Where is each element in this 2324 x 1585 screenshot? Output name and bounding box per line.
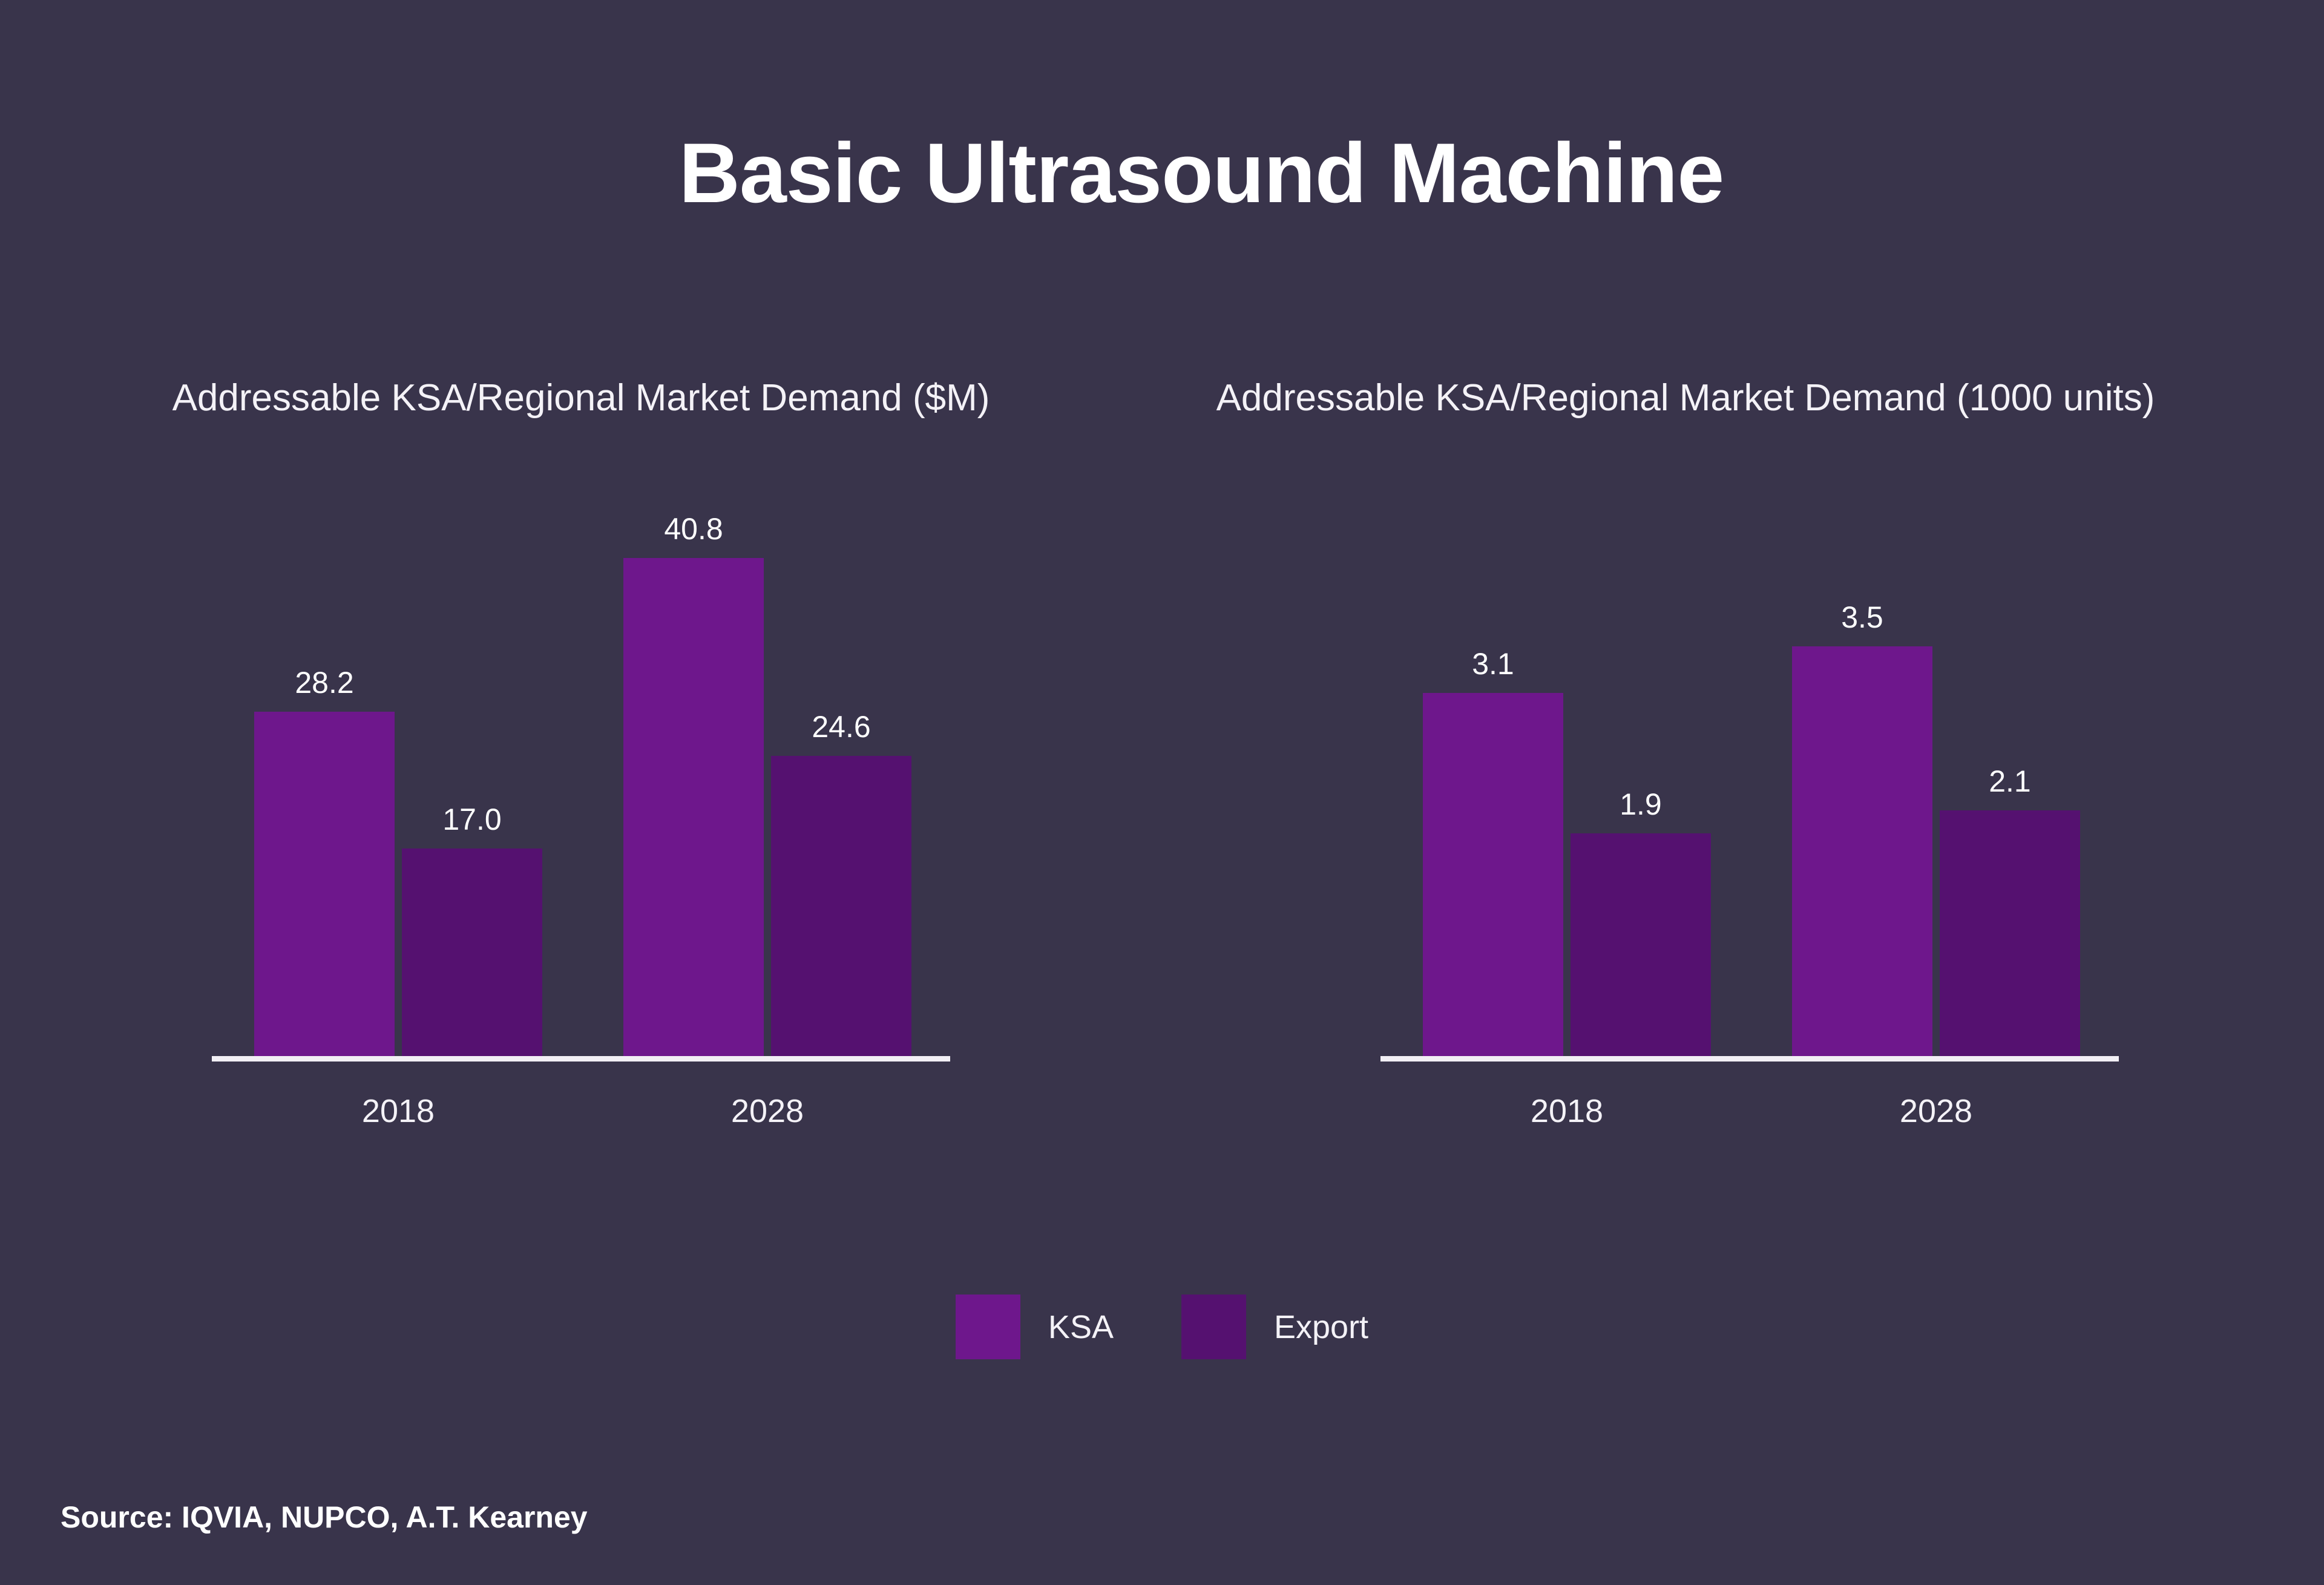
right-chart-title: Addressable KSA/Regional Market Demand (…	[1216, 377, 2155, 419]
bar-export-2028	[771, 756, 911, 1056]
bar-export-2018	[1571, 833, 1711, 1056]
value-label-export-2018: 17.0	[442, 802, 502, 836]
bar-ksa-2018	[1423, 693, 1563, 1056]
legend-item-ksa: KSA	[955, 1295, 1114, 1359]
x-axis-label-2018: 2018	[1530, 1093, 1604, 1129]
export-color-swatch	[1181, 1295, 1246, 1359]
value-label-export-2028: 24.6	[812, 710, 871, 744]
value-label-ksa-2018: 28.2	[295, 666, 354, 700]
bar-ksa-2018	[254, 712, 395, 1056]
left-chart-title: Addressable KSA/Regional Market Demand (…	[172, 377, 990, 419]
ksa-color-swatch	[955, 1295, 1020, 1359]
bar-export-2028	[1940, 810, 2080, 1056]
right-bar-chart: 3.1 1.9 3.5 2.1	[1380, 0, 2119, 1056]
left-chart-x-axis	[212, 1056, 950, 1062]
x-axis-label-2028: 2028	[730, 1093, 804, 1129]
value-label-ksa-2028: 3.5	[1841, 600, 1883, 634]
left-bar-chart: 28.2 17.0 40.8 24.6	[212, 0, 950, 1056]
x-axis-label-2028: 2028	[1899, 1093, 1973, 1129]
right-chart-x-axis	[1380, 1056, 2119, 1062]
page-title: Basic Ultrasound Machine	[678, 125, 1724, 220]
value-label-ksa-2018: 3.1	[1472, 647, 1514, 681]
bar-ksa-2028	[623, 558, 764, 1056]
bar-ksa-2028	[1792, 646, 1932, 1056]
value-label-export-2018: 1.9	[1620, 787, 1662, 821]
legend: KSA Export	[0, 1295, 2324, 1359]
legend-label-ksa: KSA	[1048, 1308, 1114, 1345]
legend-item-export: Export	[1181, 1295, 1368, 1359]
legend-label-export: Export	[1273, 1308, 1369, 1345]
value-label-ksa-2028: 40.8	[664, 512, 723, 546]
x-axis-label-2018: 2018	[361, 1093, 435, 1129]
value-label-export-2028: 2.1	[1989, 764, 2031, 798]
bar-export-2018	[402, 848, 542, 1056]
source-note: Source: IQVIA, NUPCO, A.T. Kearney	[61, 1500, 588, 1534]
